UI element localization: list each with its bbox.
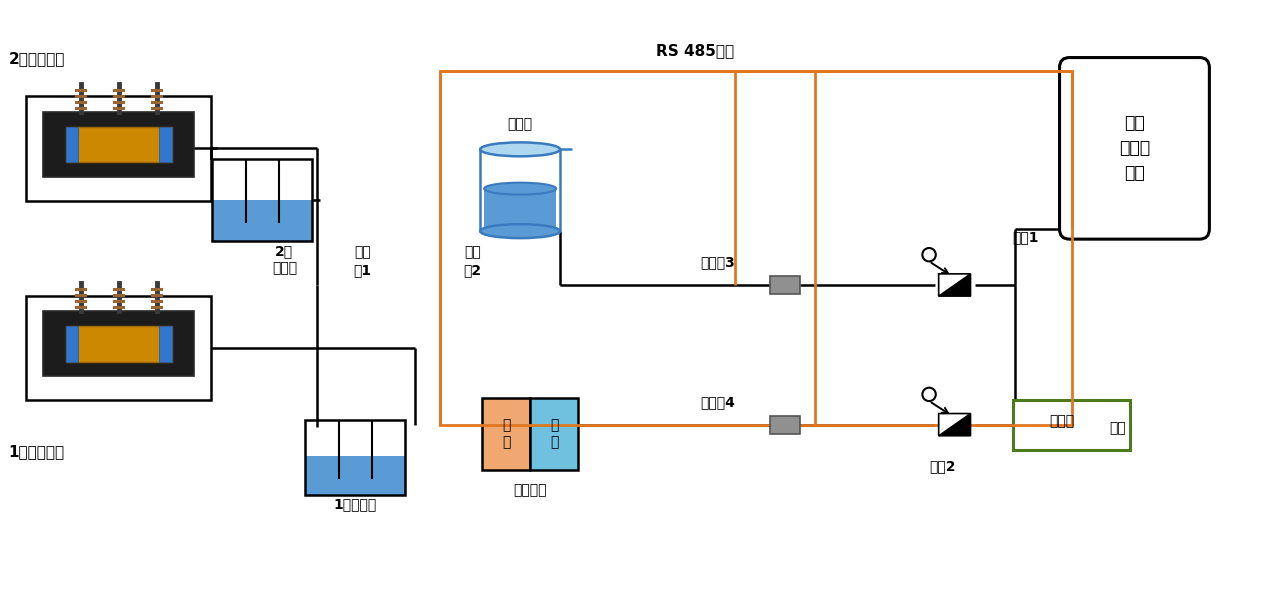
Text: 水
室: 水 室: [550, 418, 559, 449]
Text: 监测
点2: 监测 点2: [463, 245, 481, 278]
Bar: [769, 276, 800, 294]
Text: 蝶阀1: 蝶阀1: [1013, 230, 1039, 244]
Text: 1号主变油坑: 1号主变油坑: [9, 444, 65, 459]
Text: 2号主变油坑: 2号主变油坑: [9, 51, 65, 66]
Text: 监测
点1: 监测 点1: [353, 245, 371, 278]
Bar: [160, 326, 171, 362]
Bar: [213, 200, 313, 241]
Ellipse shape: [480, 224, 560, 238]
Bar: [43, 311, 194, 376]
Text: 油
室: 油 室: [501, 418, 510, 449]
Bar: [440, 71, 1072, 425]
Bar: [65, 326, 171, 362]
Bar: [213, 160, 313, 241]
Bar: [65, 326, 78, 362]
Bar: [305, 456, 406, 495]
Ellipse shape: [484, 182, 556, 194]
Text: 监测点4: 监测点4: [701, 395, 735, 409]
Text: 蝶阀2: 蝶阀2: [929, 460, 956, 473]
Bar: [65, 127, 78, 162]
Bar: [65, 127, 171, 162]
Polygon shape: [939, 274, 971, 296]
Text: 站外: 站外: [1110, 422, 1127, 436]
Bar: [530, 398, 578, 470]
Text: 雨水井: 雨水井: [508, 118, 532, 131]
Text: 事故油池: 事故油池: [513, 484, 547, 497]
Bar: [160, 127, 171, 162]
Text: 智能
物联网
网关: 智能 物联网 网关: [1119, 115, 1150, 182]
Bar: [769, 416, 800, 434]
Bar: [305, 420, 406, 495]
FancyBboxPatch shape: [1059, 58, 1210, 239]
Bar: [484, 188, 556, 231]
Text: 总排口: 总排口: [1049, 414, 1074, 428]
Polygon shape: [939, 413, 971, 436]
Polygon shape: [939, 413, 971, 436]
Bar: [43, 112, 194, 177]
Bar: [482, 398, 530, 470]
Ellipse shape: [480, 142, 560, 157]
Polygon shape: [939, 274, 971, 296]
Text: 监测点3: 监测点3: [701, 255, 735, 269]
Bar: [1013, 400, 1131, 449]
Text: RS 485总线: RS 485总线: [656, 44, 734, 59]
Bar: [27, 96, 211, 201]
Text: 1号水封井: 1号水封井: [334, 497, 376, 512]
Text: 2号
水封井: 2号 水封井: [272, 244, 297, 275]
Bar: [27, 296, 211, 400]
